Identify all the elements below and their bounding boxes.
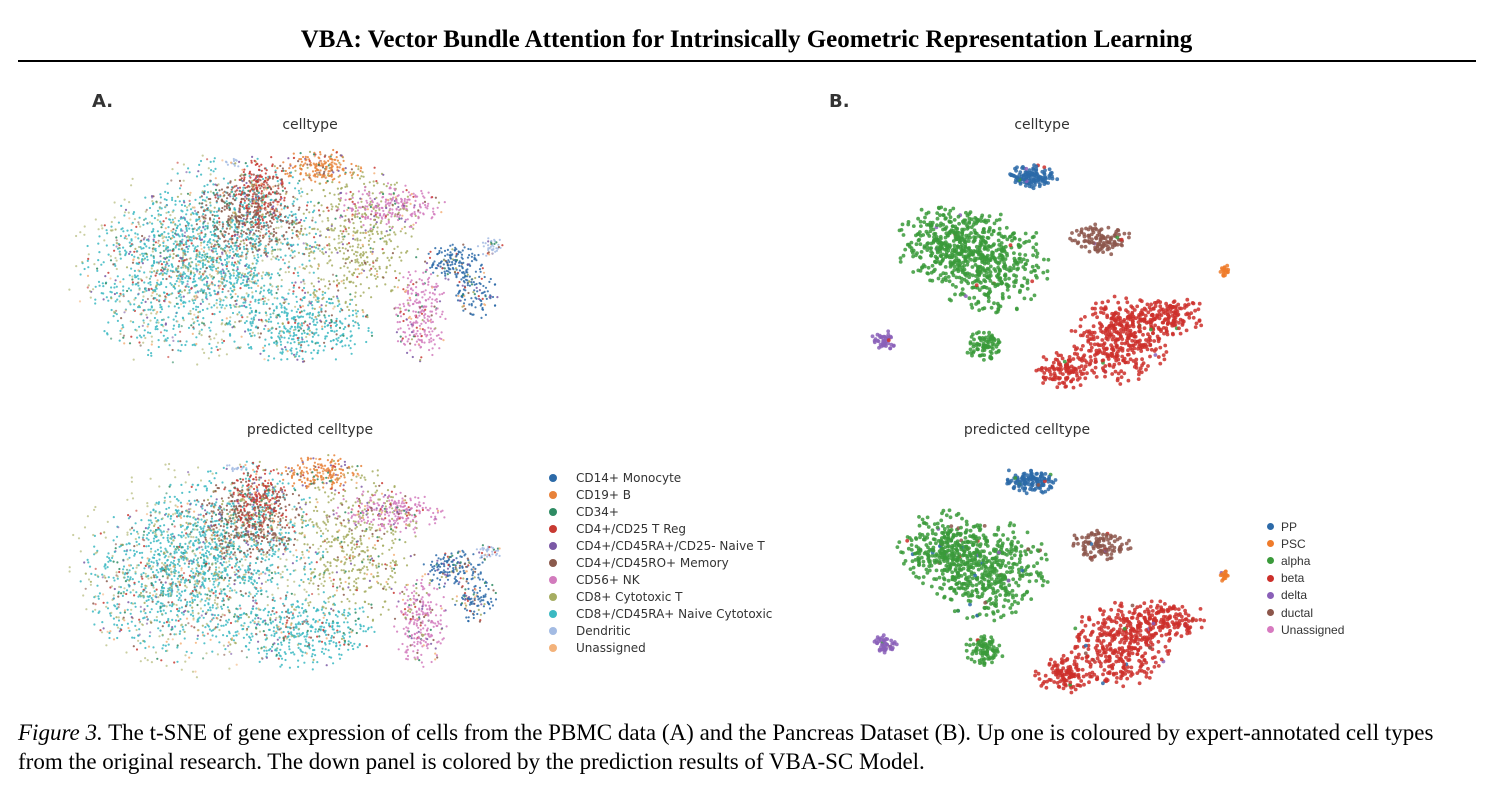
- legend-marker-icon: [1267, 523, 1274, 531]
- panel-b-legend-item: alpha: [1267, 552, 1344, 569]
- legend-marker-icon: [1267, 540, 1274, 548]
- legend-label: Unassigned: [1281, 622, 1345, 637]
- legend-marker-icon: [549, 558, 557, 567]
- legend-label: Dendritic: [576, 623, 631, 638]
- panel-a-legend-item: CD4+/CD45RO+ Memory: [549, 554, 772, 571]
- legend-marker-icon: [1267, 591, 1274, 599]
- legend-label: CD8+/CD45RA+ Naive Cytotoxic: [576, 606, 773, 621]
- panel-a-legend-item: CD8+/CD45RA+ Naive Cytotoxic: [549, 605, 772, 622]
- legend-label: CD34+: [576, 504, 619, 519]
- legend-marker-icon: [549, 490, 557, 499]
- panel-a-legend: CD14+ Monocyte CD19+ B CD34+ CD4+/CD25 T Re…: [549, 469, 772, 656]
- panel-b-legend-item: PSC: [1267, 535, 1344, 552]
- legend-label: CD4+/CD25 T Reg: [576, 521, 686, 536]
- legend-marker-icon: [1267, 574, 1274, 582]
- legend-label: beta: [1281, 571, 1305, 586]
- legend-marker-icon: [549, 592, 557, 601]
- legend-label: CD4+/CD45RA+/CD25- Naive T: [576, 538, 765, 553]
- panel-b-legend-item: ductal: [1267, 604, 1344, 621]
- panel-b-legend-item: Unassigned: [1267, 621, 1344, 638]
- legend-marker-icon: [549, 609, 557, 618]
- panel-a-legend-item: CD56+ NK: [549, 571, 772, 588]
- legend-marker-icon: [549, 541, 557, 550]
- legend-label: PSC: [1281, 536, 1306, 551]
- panel-a-legend-item: CD4+/CD25 T Reg: [549, 520, 772, 537]
- legend-label: Unassigned: [576, 640, 646, 655]
- panel-a-legend-item: CD34+: [549, 503, 772, 520]
- legend-label: CD19+ B: [576, 487, 631, 502]
- panel-a-legend-item: Unassigned: [549, 639, 772, 656]
- panel-b-top-tsne-plot: [870, 163, 1231, 390]
- panel-b-bottom-tsne-plot: [872, 468, 1230, 695]
- legend-marker-icon: [549, 643, 557, 652]
- legend-marker-icon: [549, 507, 557, 516]
- legend-label: ductal: [1281, 605, 1314, 620]
- panel-a-legend-item: CD19+ B: [549, 486, 772, 503]
- legend-label: CD56+ NK: [576, 572, 640, 587]
- panel-a-legend-item: CD8+ Cytotoxic T: [549, 588, 772, 605]
- panel-a-legend-item: Dendritic: [549, 622, 772, 639]
- caption-text: The t-SNE of gene expression of cells fr…: [18, 720, 1434, 774]
- panel-b-top-title: celltype: [1014, 117, 1070, 133]
- legend-marker-icon: [1267, 557, 1274, 565]
- panel-a-label: A.: [92, 91, 114, 112]
- panel-b-legend-item: PP: [1267, 518, 1344, 535]
- legend-label: alpha: [1281, 553, 1311, 568]
- panel-a-bottom-title: predicted celltype: [246, 422, 374, 438]
- figure-caption: Figure 3. The t-SNE of gene expression o…: [18, 718, 1480, 776]
- panel-a-top-title: celltype: [282, 117, 338, 133]
- caption-label: Figure 3.: [18, 720, 103, 745]
- legend-marker-icon: [1267, 626, 1274, 634]
- legend-marker-icon: [1267, 609, 1274, 617]
- panel-b-legend-item: delta: [1267, 587, 1344, 604]
- legend-marker-icon: [549, 524, 557, 533]
- legend-label: PP: [1281, 519, 1298, 534]
- legend-marker-icon: [549, 626, 557, 635]
- panel-b-bottom-title: predicted celltype: [963, 422, 1091, 438]
- legend-label: CD8+ Cytotoxic T: [576, 589, 683, 604]
- legend-label: delta: [1281, 588, 1308, 603]
- header-rule: [18, 60, 1476, 62]
- legend-label: CD4+/CD45RO+ Memory: [576, 555, 729, 570]
- panel-a-bottom-tsne-plot: [68, 454, 501, 679]
- panel-b-legend: PP PSC alpha beta delta ductal Unassigned: [1267, 518, 1344, 638]
- legend-label: CD14+ Monocyte: [576, 470, 682, 485]
- panel-a-legend-item: CD4+/CD45RA+/CD25- Naive T: [549, 537, 772, 554]
- legend-marker-icon: [549, 473, 557, 482]
- panel-b-label: B.: [829, 91, 850, 112]
- running-header: VBA: Vector Bundle Attention for Intrins…: [300, 26, 1193, 53]
- panel-b-legend-item: beta: [1267, 570, 1344, 587]
- legend-marker-icon: [549, 575, 557, 584]
- panel-a-legend-item: CD14+ Monocyte: [549, 469, 772, 486]
- panel-a-top-tsne-plot: [68, 148, 504, 366]
